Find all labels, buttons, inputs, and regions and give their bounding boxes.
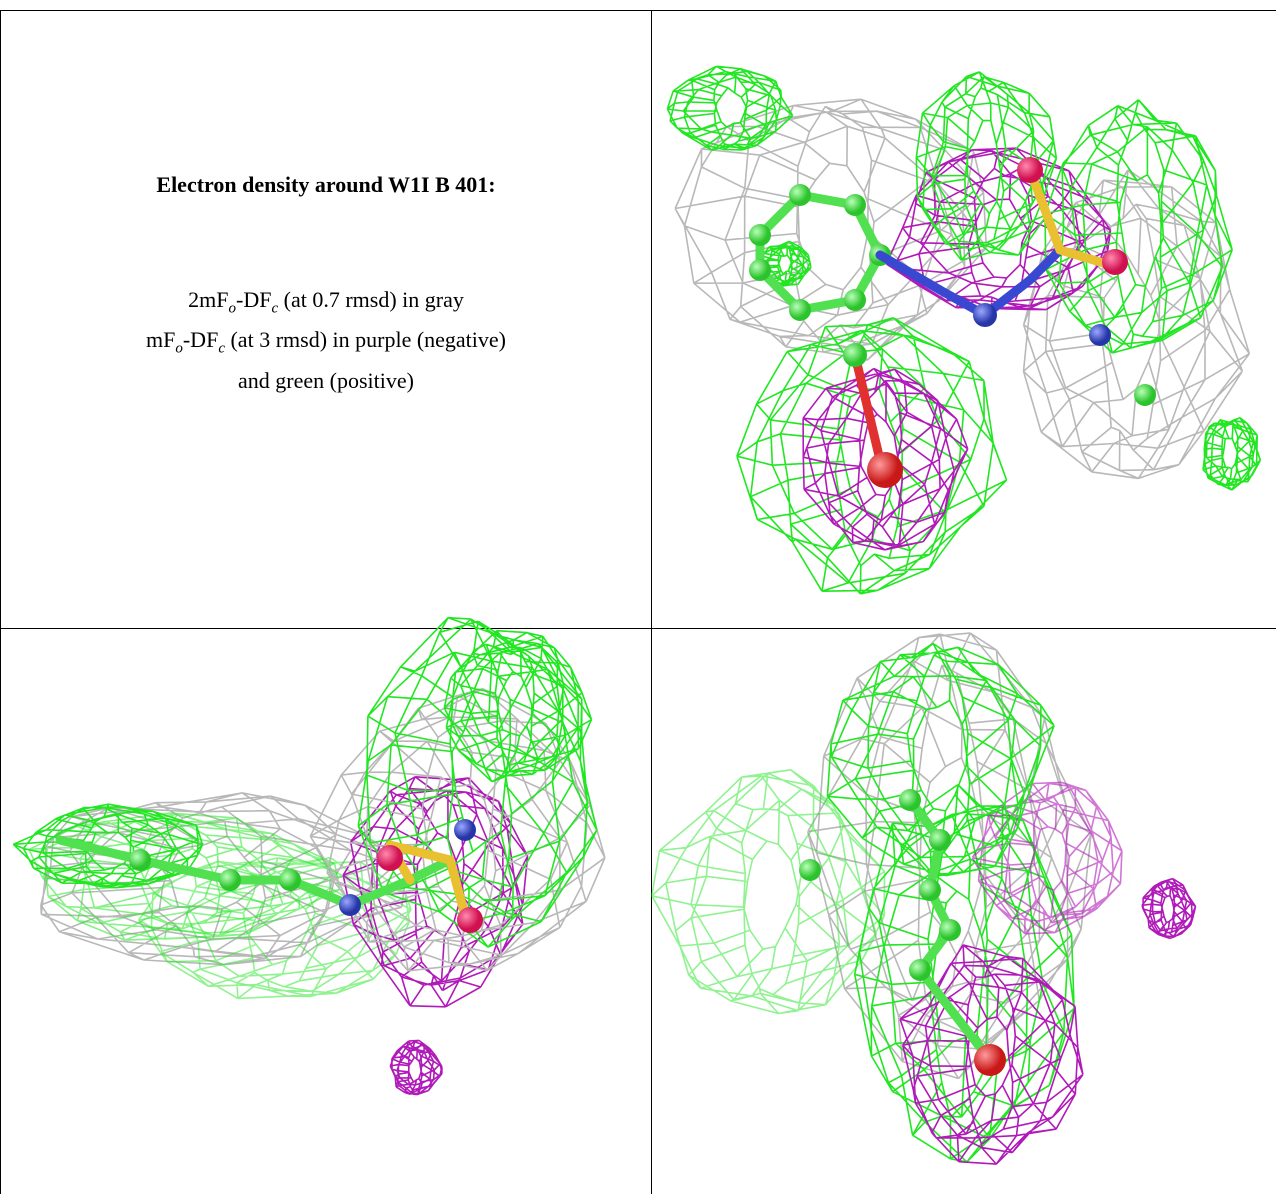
atom	[974, 1044, 1006, 1076]
atom	[279, 869, 301, 891]
mesh	[1141, 877, 1197, 940]
caption-text: (at 0.7 rmsd) in gray	[278, 287, 464, 312]
mesh	[971, 781, 1123, 935]
caption-text: mF	[146, 327, 176, 353]
mesh	[443, 629, 593, 783]
bond	[135, 855, 235, 885]
bond	[1025, 165, 1065, 255]
atom	[1102, 249, 1128, 275]
bond	[445, 855, 470, 920]
mesh	[1044, 99, 1233, 354]
atom	[909, 959, 931, 981]
caption-line: mFo-DFc (at 3 rmsd) in purple (negative)	[20, 324, 632, 364]
atom	[1017, 157, 1043, 183]
caption: 2mFo-DFc (at 0.7 rmsd) in gray mFo-DFc (a…	[20, 284, 632, 396]
atom	[377, 845, 403, 871]
atom	[929, 829, 951, 851]
bond	[875, 250, 945, 295]
mesh	[357, 616, 598, 948]
bond	[915, 965, 995, 1065]
panel-title: Electron density around W1I B 401:	[156, 172, 496, 197]
caption-text: -DF	[182, 327, 219, 353]
bond	[1055, 245, 1115, 270]
atom	[454, 819, 476, 841]
mesh	[12, 803, 204, 889]
atom	[973, 303, 997, 327]
atom	[1134, 384, 1156, 406]
table-borders	[0, 10, 1276, 1194]
atom	[219, 869, 241, 891]
atom	[789, 299, 811, 321]
atom	[919, 879, 941, 901]
mesh	[853, 783, 1075, 1163]
mesh	[666, 65, 794, 152]
caption-text: (at 3 rmsd) in purple (negative)	[224, 327, 506, 353]
atom	[939, 919, 961, 941]
bond	[55, 835, 145, 865]
mesh	[826, 642, 1055, 877]
atom	[799, 859, 821, 881]
subscript: c	[271, 300, 279, 317]
subscript: o	[175, 340, 183, 357]
caption-line: 2mFo-DFc (at 0.7 rmsd) in gray	[20, 284, 632, 324]
bond	[405, 855, 455, 885]
mesh	[1202, 416, 1262, 491]
caption-text: -DF	[236, 287, 272, 312]
atom	[749, 224, 771, 246]
bond	[1025, 245, 1065, 285]
atom	[843, 343, 867, 367]
bond	[385, 840, 455, 865]
mesh	[899, 944, 1084, 1165]
molecule-model	[55, 157, 1156, 1076]
caption-line: and green (positive)	[20, 365, 632, 396]
atom	[789, 184, 811, 206]
atom	[749, 259, 771, 281]
density-meshes	[12, 65, 1262, 1165]
atom	[844, 289, 866, 311]
atom	[339, 894, 361, 916]
bond	[850, 350, 885, 465]
mesh	[802, 367, 969, 551]
mesh	[651, 769, 886, 1015]
mesh	[736, 317, 1008, 595]
atom	[457, 907, 483, 933]
mesh	[915, 71, 1058, 261]
atom	[129, 849, 151, 871]
atom	[844, 194, 866, 216]
subscript: c	[218, 340, 225, 357]
atom	[1089, 324, 1111, 346]
mesh	[389, 1039, 443, 1096]
atom	[899, 789, 921, 811]
subscript: o	[228, 300, 237, 317]
caption-text: and green (positive)	[238, 367, 414, 393]
atom	[867, 452, 903, 488]
caption-text: 2mF	[188, 287, 229, 312]
